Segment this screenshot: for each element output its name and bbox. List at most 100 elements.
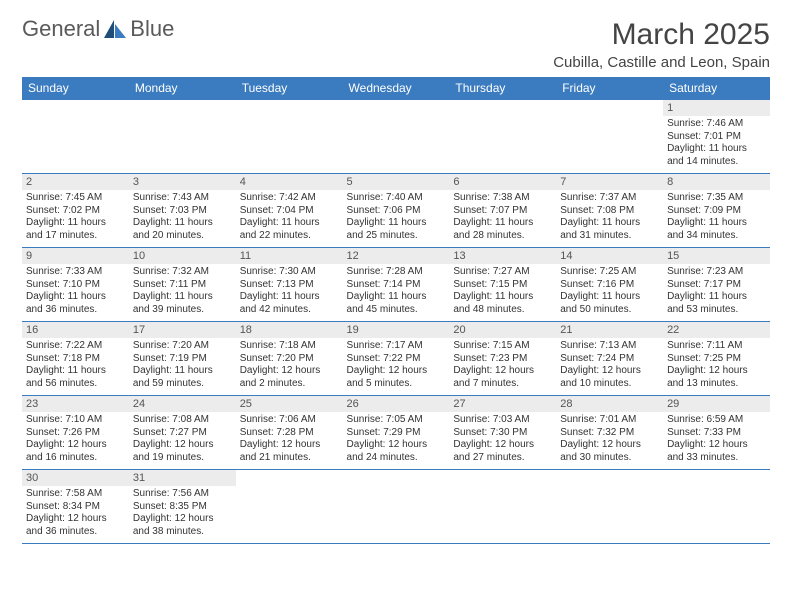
day-number: 2	[22, 174, 129, 190]
day-number: 27	[449, 396, 556, 412]
calendar-cell	[236, 470, 343, 544]
day-details: Sunrise: 7:25 AMSunset: 7:16 PMDaylight:…	[556, 264, 663, 318]
calendar-cell: 5Sunrise: 7:40 AMSunset: 7:06 PMDaylight…	[343, 174, 450, 248]
calendar-cell: 12Sunrise: 7:28 AMSunset: 7:14 PMDayligh…	[343, 248, 450, 322]
sunrise-text: Sunrise: 7:13 AM	[560, 340, 659, 353]
day-details: Sunrise: 7:06 AMSunset: 7:28 PMDaylight:…	[236, 412, 343, 466]
day-number: 5	[343, 174, 450, 190]
calendar-cell: 11Sunrise: 7:30 AMSunset: 7:13 PMDayligh…	[236, 248, 343, 322]
sunrise-text: Sunrise: 6:59 AM	[667, 414, 766, 427]
day-number: 9	[22, 248, 129, 264]
daylight-text: Daylight: 12 hours and 33 minutes.	[667, 439, 766, 464]
day-number: 20	[449, 322, 556, 338]
day-details: Sunrise: 7:20 AMSunset: 7:19 PMDaylight:…	[129, 338, 236, 392]
sunrise-text: Sunrise: 7:08 AM	[133, 414, 232, 427]
sunrise-text: Sunrise: 7:17 AM	[347, 340, 446, 353]
calendar-cell	[236, 100, 343, 174]
daylight-text: Daylight: 12 hours and 2 minutes.	[240, 365, 339, 390]
daylight-text: Daylight: 12 hours and 30 minutes.	[560, 439, 659, 464]
calendar-cell	[556, 100, 663, 174]
sunset-text: Sunset: 8:34 PM	[26, 501, 125, 514]
logo-text-blue: Blue	[130, 18, 174, 40]
daylight-text: Daylight: 11 hours and 14 minutes.	[667, 143, 766, 168]
day-details: Sunrise: 7:17 AMSunset: 7:22 PMDaylight:…	[343, 338, 450, 392]
day-details: Sunrise: 7:58 AMSunset: 8:34 PMDaylight:…	[22, 486, 129, 540]
sunrise-text: Sunrise: 7:06 AM	[240, 414, 339, 427]
sunset-text: Sunset: 7:08 PM	[560, 205, 659, 218]
daylight-text: Daylight: 11 hours and 59 minutes.	[133, 365, 232, 390]
sunset-text: Sunset: 7:18 PM	[26, 353, 125, 366]
day-details: Sunrise: 7:40 AMSunset: 7:06 PMDaylight:…	[343, 190, 450, 244]
daylight-text: Daylight: 11 hours and 25 minutes.	[347, 217, 446, 242]
day-details: Sunrise: 7:32 AMSunset: 7:11 PMDaylight:…	[129, 264, 236, 318]
day-number: 15	[663, 248, 770, 264]
calendar-cell: 3Sunrise: 7:43 AMSunset: 7:03 PMDaylight…	[129, 174, 236, 248]
sunset-text: Sunset: 7:10 PM	[26, 279, 125, 292]
sunset-text: Sunset: 7:23 PM	[453, 353, 552, 366]
sunrise-text: Sunrise: 7:40 AM	[347, 192, 446, 205]
day-number: 4	[236, 174, 343, 190]
day-number: 21	[556, 322, 663, 338]
calendar-cell: 27Sunrise: 7:03 AMSunset: 7:30 PMDayligh…	[449, 396, 556, 470]
calendar-cell: 24Sunrise: 7:08 AMSunset: 7:27 PMDayligh…	[129, 396, 236, 470]
daylight-text: Daylight: 11 hours and 17 minutes.	[26, 217, 125, 242]
sunrise-text: Sunrise: 7:25 AM	[560, 266, 659, 279]
sunrise-text: Sunrise: 7:05 AM	[347, 414, 446, 427]
sunrise-text: Sunrise: 7:35 AM	[667, 192, 766, 205]
sunrise-text: Sunrise: 7:23 AM	[667, 266, 766, 279]
sunset-text: Sunset: 7:27 PM	[133, 427, 232, 440]
sunset-text: Sunset: 7:19 PM	[133, 353, 232, 366]
day-number: 8	[663, 174, 770, 190]
sunset-text: Sunset: 7:33 PM	[667, 427, 766, 440]
day-number: 13	[449, 248, 556, 264]
day-number: 26	[343, 396, 450, 412]
sunrise-text: Sunrise: 7:20 AM	[133, 340, 232, 353]
day-number: 16	[22, 322, 129, 338]
calendar-cell: 2Sunrise: 7:45 AMSunset: 7:02 PMDaylight…	[22, 174, 129, 248]
day-number: 31	[129, 470, 236, 486]
weekday-header: Sunday	[22, 77, 129, 100]
sunrise-text: Sunrise: 7:03 AM	[453, 414, 552, 427]
title-block: March 2025 Cubilla, Castille and Leon, S…	[553, 18, 770, 71]
calendar-cell	[663, 470, 770, 544]
sunset-text: Sunset: 7:14 PM	[347, 279, 446, 292]
calendar-cell: 17Sunrise: 7:20 AMSunset: 7:19 PMDayligh…	[129, 322, 236, 396]
sunrise-text: Sunrise: 7:42 AM	[240, 192, 339, 205]
sunset-text: Sunset: 7:09 PM	[667, 205, 766, 218]
calendar-cell: 23Sunrise: 7:10 AMSunset: 7:26 PMDayligh…	[22, 396, 129, 470]
calendar-cell: 6Sunrise: 7:38 AMSunset: 7:07 PMDaylight…	[449, 174, 556, 248]
calendar-cell: 13Sunrise: 7:27 AMSunset: 7:15 PMDayligh…	[449, 248, 556, 322]
calendar-cell: 14Sunrise: 7:25 AMSunset: 7:16 PMDayligh…	[556, 248, 663, 322]
calendar-cell	[129, 100, 236, 174]
sunset-text: Sunset: 7:32 PM	[560, 427, 659, 440]
day-number: 12	[343, 248, 450, 264]
calendar-cell	[449, 100, 556, 174]
day-details: Sunrise: 7:30 AMSunset: 7:13 PMDaylight:…	[236, 264, 343, 318]
calendar-cell: 19Sunrise: 7:17 AMSunset: 7:22 PMDayligh…	[343, 322, 450, 396]
calendar-week: 2Sunrise: 7:45 AMSunset: 7:02 PMDaylight…	[22, 174, 770, 248]
sunrise-text: Sunrise: 7:33 AM	[26, 266, 125, 279]
day-details: Sunrise: 7:45 AMSunset: 7:02 PMDaylight:…	[22, 190, 129, 244]
daylight-text: Daylight: 12 hours and 13 minutes.	[667, 365, 766, 390]
calendar-cell: 20Sunrise: 7:15 AMSunset: 7:23 PMDayligh…	[449, 322, 556, 396]
day-details: Sunrise: 7:37 AMSunset: 7:08 PMDaylight:…	[556, 190, 663, 244]
calendar-cell: 8Sunrise: 7:35 AMSunset: 7:09 PMDaylight…	[663, 174, 770, 248]
sunset-text: Sunset: 7:24 PM	[560, 353, 659, 366]
calendar-cell	[449, 470, 556, 544]
day-details: Sunrise: 7:38 AMSunset: 7:07 PMDaylight:…	[449, 190, 556, 244]
sunset-text: Sunset: 8:35 PM	[133, 501, 232, 514]
calendar-cell: 29 Sunrise: 6:59 AMSunset: 7:33 PMDayligh…	[663, 396, 770, 470]
weekday-header: Wednesday	[343, 77, 450, 100]
calendar-cell: 31Sunrise: 7:56 AMSunset: 8:35 PMDayligh…	[129, 470, 236, 544]
sunset-text: Sunset: 7:20 PM	[240, 353, 339, 366]
sunrise-text: Sunrise: 7:01 AM	[560, 414, 659, 427]
weekday-row: SundayMondayTuesdayWednesdayThursdayFrid…	[22, 77, 770, 100]
daylight-text: Daylight: 12 hours and 19 minutes.	[133, 439, 232, 464]
day-number: 17	[129, 322, 236, 338]
logo-text-general: General	[22, 18, 100, 40]
day-number: 29	[663, 396, 770, 412]
sunset-text: Sunset: 7:25 PM	[667, 353, 766, 366]
daylight-text: Daylight: 12 hours and 24 minutes.	[347, 439, 446, 464]
sunset-text: Sunset: 7:04 PM	[240, 205, 339, 218]
calendar-cell: 9Sunrise: 7:33 AMSunset: 7:10 PMDaylight…	[22, 248, 129, 322]
